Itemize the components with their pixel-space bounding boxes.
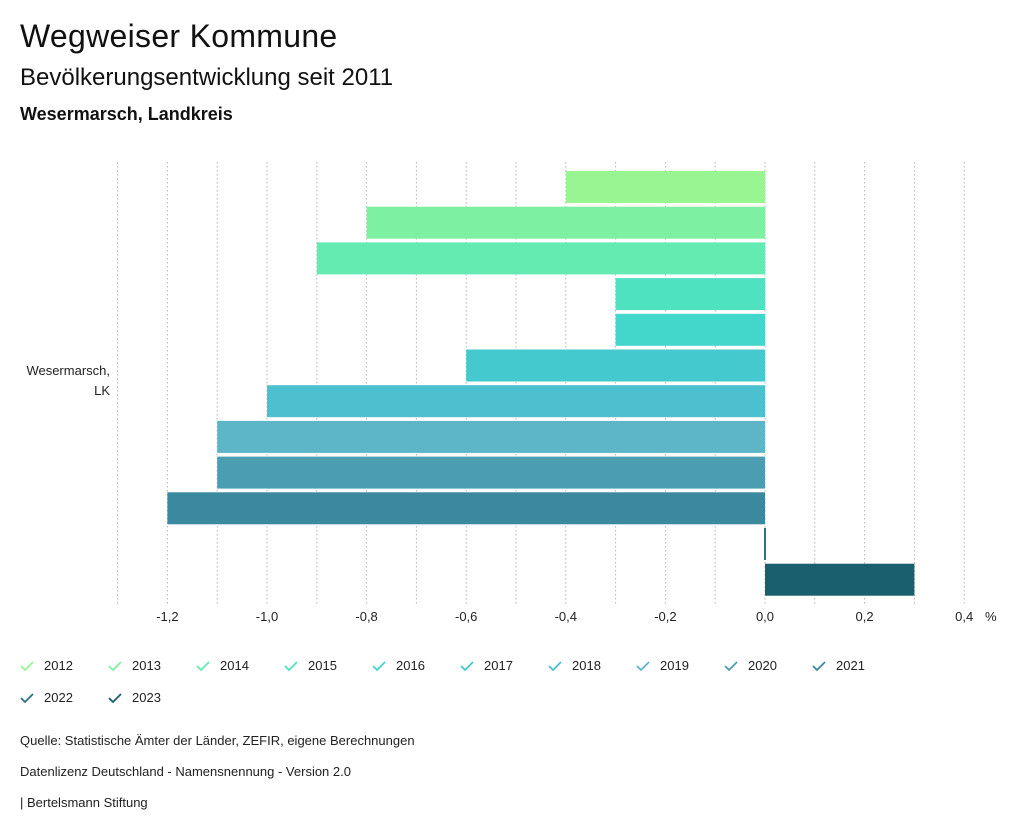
publisher-note: | Bertelsmann Stiftung xyxy=(20,795,148,810)
x-tick-label: 0,0 xyxy=(756,609,774,624)
legend-label: 2019 xyxy=(660,658,689,673)
region-label: Wesermarsch, Landkreis xyxy=(20,104,233,124)
legend-item-2022[interactable]: 2022 xyxy=(20,690,73,705)
x-tick-label: 0,4 xyxy=(955,609,973,624)
legend-label: 2020 xyxy=(748,658,777,673)
legend-label: 2017 xyxy=(484,658,513,673)
unit-label: % xyxy=(985,609,997,624)
license-note: Datenlizenz Deutschland - Namensnennung … xyxy=(20,764,351,779)
check-icon xyxy=(548,660,562,671)
x-tick-label: -0,4 xyxy=(555,609,577,624)
source-note: Quelle: Statistische Ämter der Länder, Z… xyxy=(20,733,415,748)
x-tick-label: -1,0 xyxy=(256,609,278,624)
legend-item-2018[interactable]: 2018 xyxy=(548,658,601,673)
legend-item-2019[interactable]: 2019 xyxy=(636,658,689,673)
x-tick-label: 0,2 xyxy=(856,609,874,624)
legend-label: 2014 xyxy=(220,658,249,673)
legend-item-2017[interactable]: 2017 xyxy=(460,658,513,673)
bar-2021 xyxy=(167,492,765,525)
bar-2012 xyxy=(565,171,765,203)
bar-2019 xyxy=(217,420,765,453)
bar-2023 xyxy=(765,563,915,596)
bar-2020 xyxy=(217,456,765,489)
bar-2013 xyxy=(366,206,765,239)
check-icon xyxy=(196,660,210,671)
legend-label: 2013 xyxy=(132,658,161,673)
bar-2017 xyxy=(466,349,765,382)
check-icon xyxy=(372,660,386,671)
legend-item-2013[interactable]: 2013 xyxy=(108,658,161,673)
bar-2015 xyxy=(615,278,765,311)
legend-item-2020[interactable]: 2020 xyxy=(724,658,777,673)
x-tick-label: -0,6 xyxy=(455,609,477,624)
check-icon xyxy=(812,660,826,671)
legend-label: 2022 xyxy=(44,690,73,705)
legend-label: 2016 xyxy=(396,658,425,673)
bar-2016 xyxy=(615,313,765,346)
check-icon xyxy=(20,692,34,703)
check-icon xyxy=(284,660,298,671)
bar-2014 xyxy=(316,242,765,275)
legend-label: 2018 xyxy=(572,658,601,673)
legend-label: 2021 xyxy=(836,658,865,673)
bar-chart: Wesermarsch, LK -1,2 -1,0 -0,8 -0,6 -0,4 -0,2 0,… xyxy=(26,162,997,624)
legend-item-2015[interactable]: 2015 xyxy=(284,658,337,673)
legend-item-2016[interactable]: 2016 xyxy=(372,658,425,673)
legend-label: 2023 xyxy=(132,690,161,705)
category-label: Wesermarsch, xyxy=(26,363,110,378)
category-label: LK xyxy=(94,383,110,398)
legend-item-2021[interactable]: 2021 xyxy=(812,658,865,673)
chart-title: Wegweiser Kommune xyxy=(20,18,338,54)
x-tick-label: -0,2 xyxy=(654,609,676,624)
check-icon xyxy=(20,660,34,671)
legend-item-2023[interactable]: 2023 xyxy=(108,690,161,705)
x-tick-label: -1,2 xyxy=(156,609,178,624)
check-icon xyxy=(108,692,122,703)
bar-2022 xyxy=(764,528,766,560)
legend-item-2012[interactable]: 2012 xyxy=(20,658,73,673)
bar-2018 xyxy=(267,385,765,418)
legend-label: 2015 xyxy=(308,658,337,673)
x-tick-label: -0,8 xyxy=(355,609,377,624)
check-icon xyxy=(460,660,474,671)
legend-item-2014[interactable]: 2014 xyxy=(196,658,249,673)
check-icon xyxy=(636,660,650,671)
check-icon xyxy=(108,660,122,671)
check-icon xyxy=(724,660,738,671)
legend-label: 2012 xyxy=(44,658,73,673)
chart-subtitle: Bevölkerungsentwicklung seit 2011 xyxy=(20,64,394,91)
